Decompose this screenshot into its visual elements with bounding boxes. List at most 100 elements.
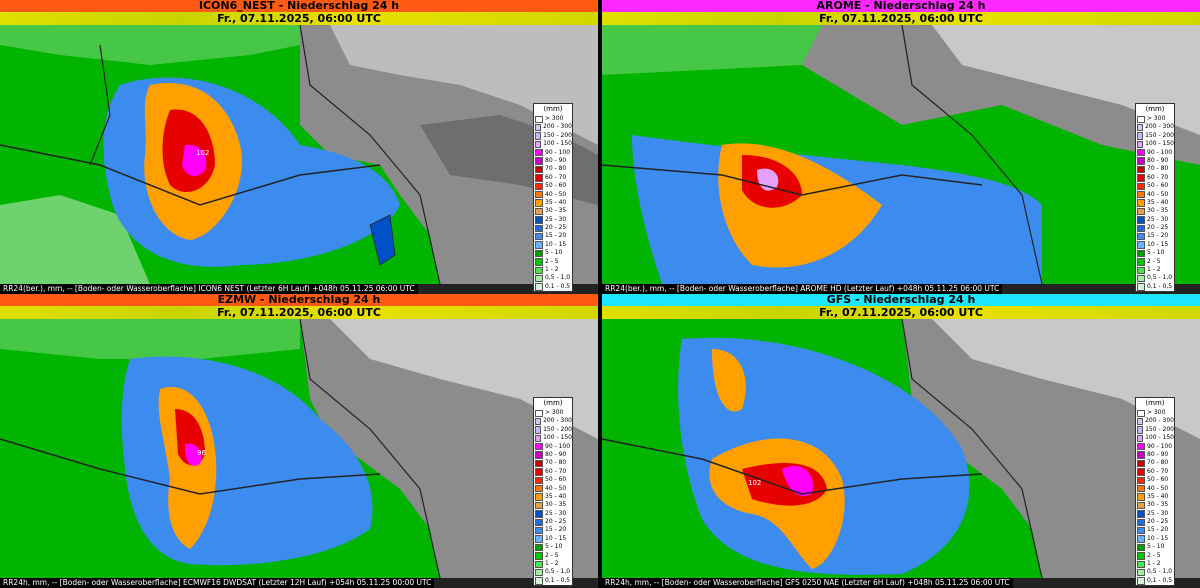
panel-footer: RR24h, mm, -- [Boden- oder Wasseroberfla… [0,578,435,588]
legend-label: 40 - 50 [1147,190,1169,198]
legend-item: 25 - 30 [1136,510,1174,518]
legend-swatch [535,258,543,266]
legend-label: 1 - 2 [1147,560,1161,568]
legend-item: 100 - 150 [1136,434,1174,443]
legend-label: 15 - 20 [1147,232,1169,240]
legend-swatch [1137,459,1145,468]
legend-label: 60 - 70 [1147,467,1169,475]
legend-swatch [535,577,543,585]
legend-label: 35 - 40 [1147,492,1169,500]
legend-label: 10 - 15 [545,240,567,248]
panel-title: EZMW - Niederschlag 24 h [0,294,598,306]
legend-item: > 300 [1136,409,1174,417]
legend-item: 200 - 300 [534,123,572,132]
legend-label: 50 - 60 [1147,182,1169,190]
legend-label: 200 - 300 [1145,123,1174,131]
legend-swatch [1137,417,1144,426]
legend-item: 20 - 25 [534,518,572,526]
legend-swatch [535,140,542,149]
map-panel-gfs: GFS - Niederschlag 24 h Fr., 07.11.2025,… [602,294,1200,588]
legend-swatch [1137,174,1145,182]
panel-footer: RR24(ber.), mm, -- [Boden- oder Wasserob… [602,284,1003,294]
precipitation-legend: (mm) > 300 200 - 300 150 - 200 100 - 150 90 -… [1135,397,1175,587]
panel-title: AROME - Niederschlag 24 h [602,0,1200,12]
legend-item: > 300 [1136,115,1174,123]
legend-item: 60 - 70 [1136,468,1174,476]
legend-item: 15 - 20 [1136,232,1174,241]
legend-swatch [535,157,543,165]
legend-unit: (mm) [543,399,563,407]
legend-swatch [535,468,543,476]
legend-label: 90 - 100 [545,148,571,156]
legend-item: 35 - 40 [534,493,572,501]
legend-item: 10 - 15 [534,535,572,543]
legend-swatch [535,543,543,552]
legend-label: 60 - 70 [545,467,567,475]
legend-item: 90 - 100 [534,149,572,157]
legend-label: > 300 [1147,115,1166,122]
legend-item: 150 - 200 [534,426,572,434]
legend-label: > 300 [1147,409,1166,416]
legend-label: 10 - 15 [1147,240,1169,248]
legend-swatch [535,182,543,191]
legend-item: 90 - 100 [1136,443,1174,451]
legend-swatch [1137,468,1145,476]
legend-label: 0,1 - 0,5 [545,282,571,290]
legend-item: 0,1 - 0,5 [534,283,572,291]
legend-label: 15 - 20 [1147,526,1169,534]
legend-swatch [535,476,543,485]
legend-swatch [1137,510,1145,518]
legend-item: 100 - 150 [1136,140,1174,149]
legend-label: 35 - 40 [545,198,567,206]
legend-label: 10 - 15 [545,534,567,542]
legend-item: 80 - 90 [534,451,572,459]
legend-swatch [535,434,542,443]
legend-swatch [1137,191,1145,199]
legend-swatch [1137,501,1145,510]
legend-swatch [535,443,543,451]
legend-swatch [1137,132,1144,140]
legend-swatch [1137,577,1145,585]
legend-item: 5 - 10 [1136,249,1174,258]
legend-item: 15 - 20 [534,232,572,241]
legend-label: 5 - 10 [545,543,563,551]
legend-swatch [1137,123,1144,132]
legend-swatch [535,123,542,132]
legend-label: 1 - 2 [1147,266,1161,274]
legend-label: 50 - 60 [1147,476,1169,484]
legend-label: 100 - 150 [1145,140,1174,148]
legend-swatch [535,560,543,568]
legend-item: 1 - 2 [1136,266,1174,274]
legend-label: 25 - 30 [545,215,567,223]
legend-swatch [535,552,543,560]
legend-swatch [535,568,543,577]
legend-item: 100 - 150 [534,140,572,149]
legend-item: 50 - 60 [1136,476,1174,485]
legend-item: 80 - 90 [1136,451,1174,459]
panel-title: ICON6_NEST - Niederschlag 24 h [0,0,598,12]
legend-label: 70 - 80 [545,165,567,173]
legend-swatch [535,165,543,174]
legend-item: 90 - 100 [1136,149,1174,157]
legend-unit: (mm) [543,105,563,113]
legend-item: 30 - 35 [534,207,572,216]
legend-label: 0,5 - 1,0 [1147,274,1173,282]
legend-item: 25 - 30 [1136,216,1174,224]
legend-label: 1 - 2 [545,266,559,274]
legend-item: 2 - 5 [534,258,572,266]
legend-swatch [1137,140,1144,149]
legend-item: 70 - 80 [534,459,572,468]
legend-swatch [1137,216,1145,224]
legend-item: 60 - 70 [534,174,572,182]
legend-swatch [535,199,543,207]
legend-label: 80 - 90 [545,156,567,164]
legend-swatch [535,249,543,258]
legend-label: 25 - 30 [545,509,567,517]
legend-item: 20 - 25 [1136,518,1174,526]
legend-swatch [535,485,543,493]
legend-item: 35 - 40 [1136,493,1174,501]
legend-swatch [1137,115,1145,123]
legend-item: 70 - 80 [1136,459,1174,468]
legend-unit: (mm) [1145,105,1165,113]
legend-label: 5 - 10 [1147,249,1165,257]
